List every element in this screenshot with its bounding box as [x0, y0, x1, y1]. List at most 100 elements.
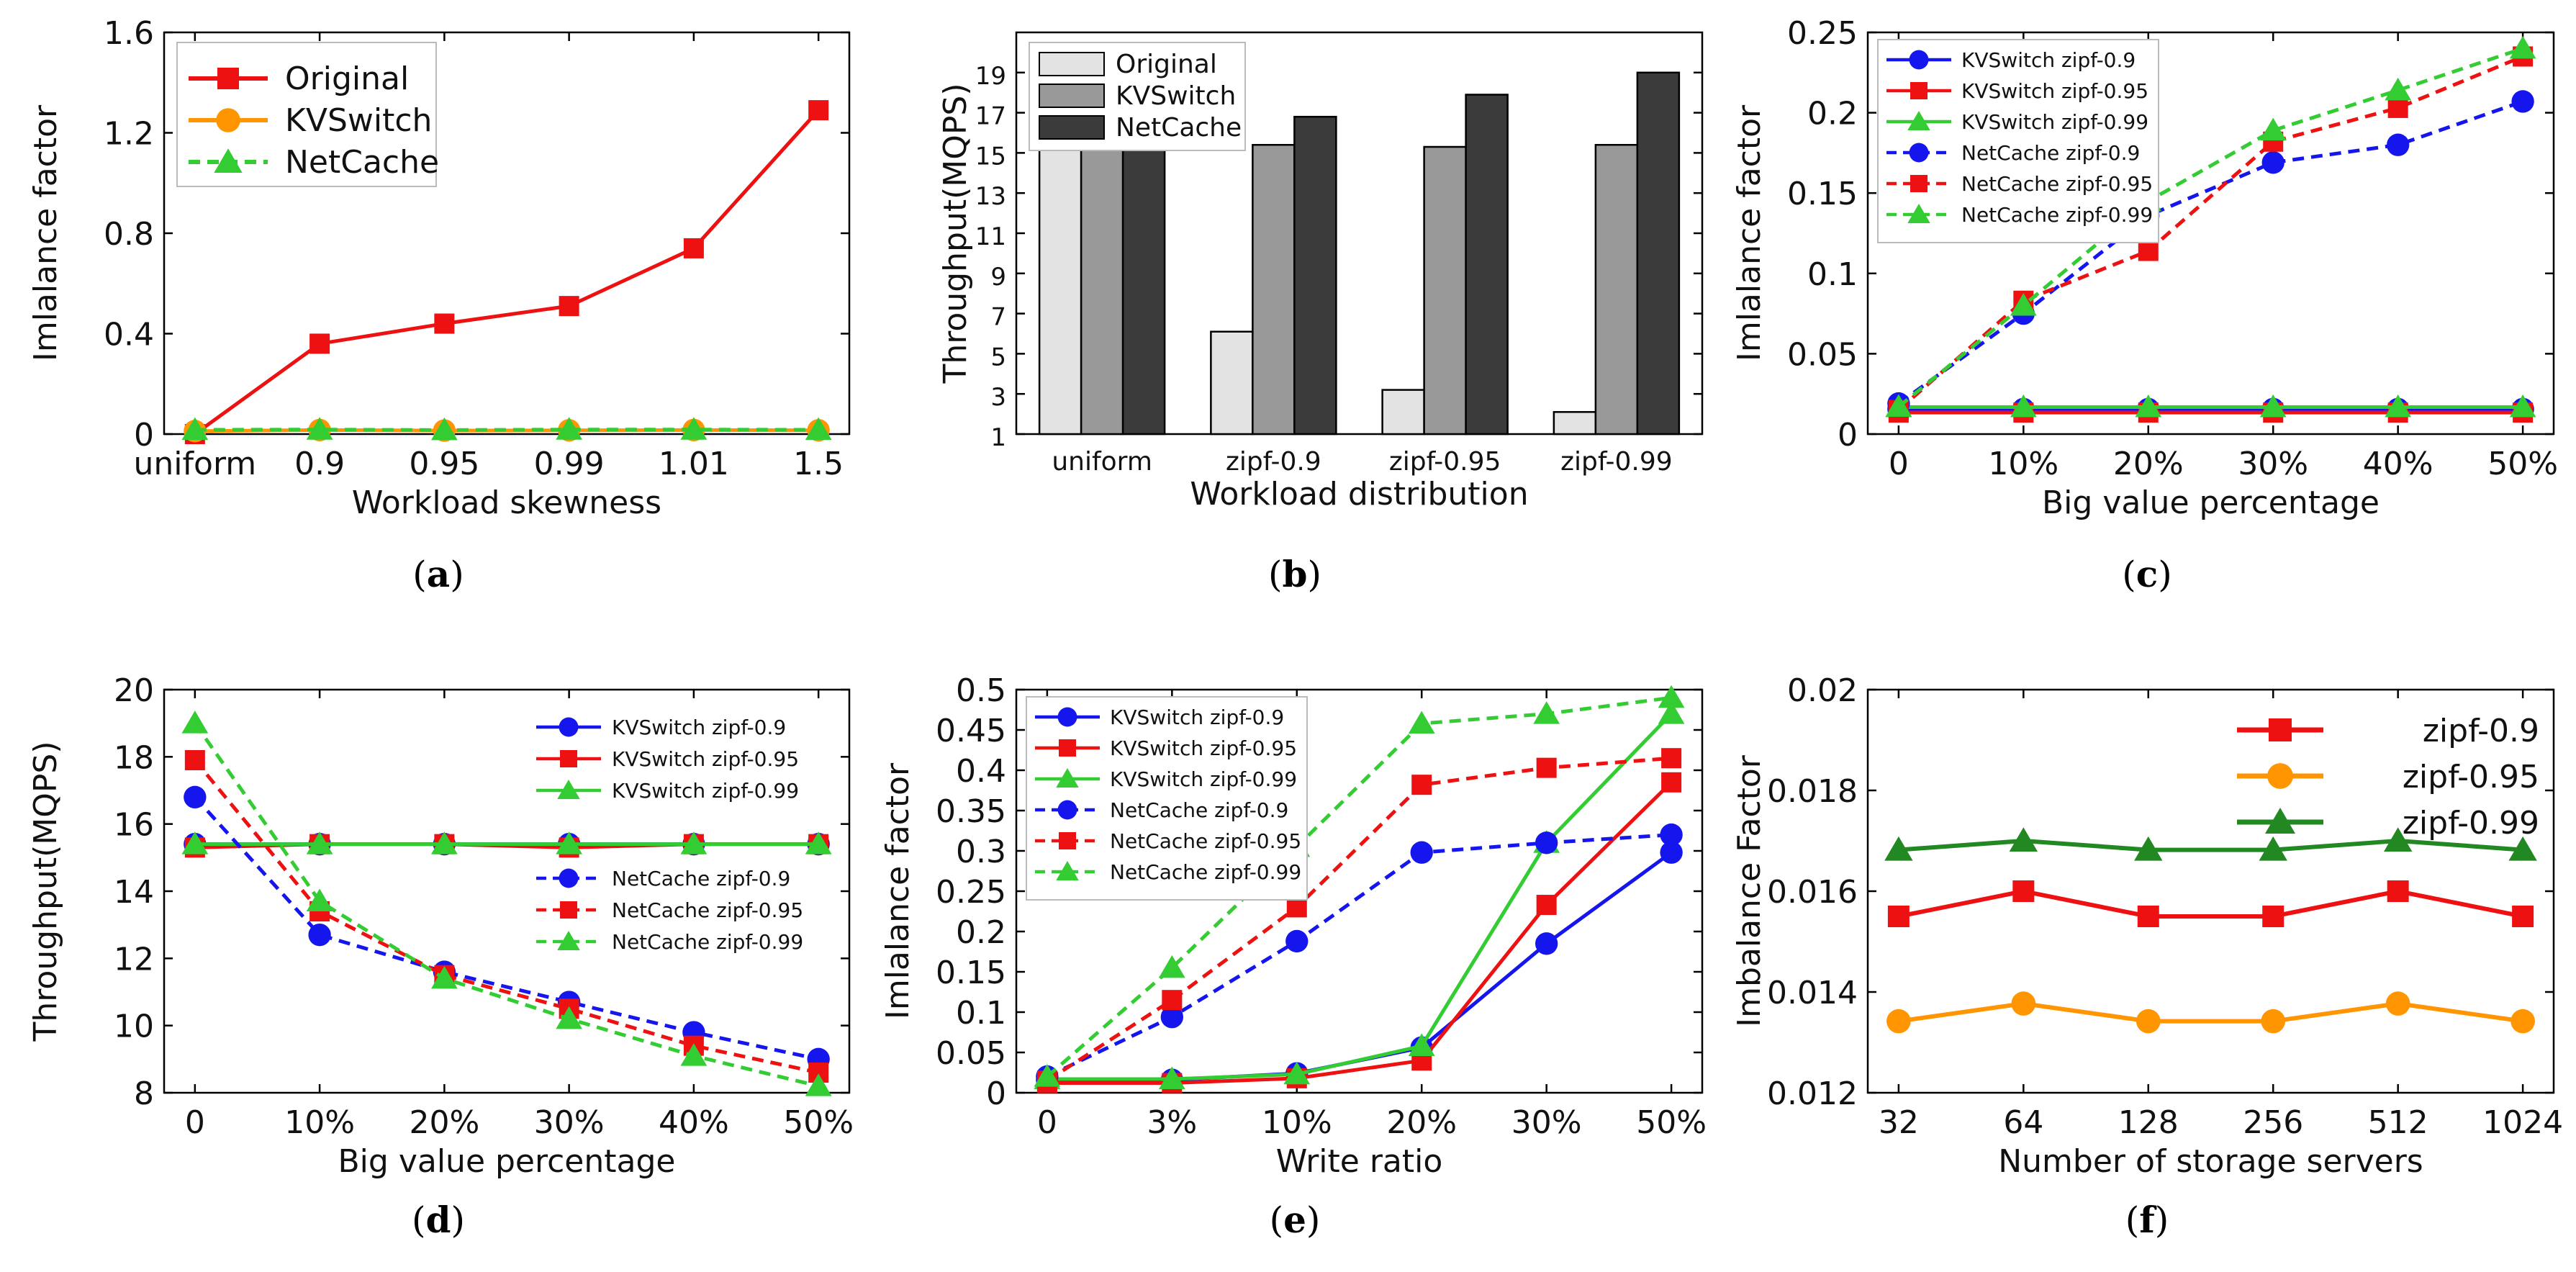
legend-marker	[214, 148, 243, 173]
data-point	[1535, 932, 1558, 955]
legend-label: Original	[1116, 50, 1217, 79]
y-tick-label: 0.15	[1787, 176, 1858, 212]
data-point	[430, 417, 458, 441]
bar-original	[1381, 389, 1425, 436]
legend-label: Original	[285, 60, 409, 97]
series-line	[1046, 833, 1672, 1078]
y-tick-label: 0.2	[956, 914, 1006, 951]
x-tick-label: 20%	[1386, 1104, 1457, 1141]
data-point	[2385, 991, 2410, 1016]
data-point	[2383, 827, 2413, 852]
legend-marker	[560, 750, 577, 767]
data-point	[2012, 880, 2035, 902]
data-point	[1658, 701, 1685, 724]
data-point	[1884, 836, 1913, 861]
y-tick-label: 1	[990, 423, 1006, 452]
data-point	[808, 100, 829, 121]
y-tick-label: 0.45	[936, 713, 1006, 749]
data-point	[430, 965, 458, 989]
data-point	[1536, 757, 1557, 778]
legend-marker	[1056, 768, 1079, 788]
legend-marker	[2265, 808, 2295, 834]
data-point	[683, 238, 704, 258]
data-point	[2261, 1009, 2286, 1034]
data-point	[2385, 77, 2412, 101]
data-point	[2009, 827, 2038, 852]
bar-kvswitch	[1594, 143, 1639, 436]
data-point	[181, 417, 209, 441]
legend-marker	[1059, 832, 1076, 849]
caption-f: (f)	[2125, 1199, 2169, 1241]
y-tick-label: 0.15	[936, 955, 1006, 991]
legend-label: NetCache	[1116, 113, 1242, 143]
bar-kvswitch	[1423, 145, 1467, 436]
y-tick-label: 20	[114, 672, 154, 709]
legend-marker	[559, 868, 579, 888]
y-tick-label: 9	[990, 263, 1006, 292]
legend-label: NetCache zipf-0.95	[1961, 172, 2153, 196]
data-point	[1286, 897, 1307, 918]
chart-e: 00.050.10.150.20.250.30.350.40.450.50 3% 1…	[880, 672, 1707, 1180]
legend-marker	[557, 780, 580, 799]
data-point	[805, 831, 832, 854]
x-tick-label: 0.99	[534, 446, 605, 482]
data-point	[2262, 906, 2284, 927]
y-tick-label: 0	[1838, 417, 1858, 454]
legend-marker	[217, 68, 239, 89]
data-point	[2385, 394, 2412, 418]
legend-label: KVSwitch zipf-0.95	[1961, 79, 2148, 103]
data-point	[559, 296, 579, 317]
x-axis-label: Big value percentage	[2042, 484, 2380, 521]
data-point	[1661, 748, 1682, 769]
x-axis-label: Workload distribution	[1190, 476, 1528, 513]
y-tick-label: 0.8	[104, 216, 154, 253]
legend-marker	[1057, 800, 1077, 820]
legend-marker	[559, 717, 579, 737]
legend: zipf-0.9 zipf-0.95 zipf-0.99	[2237, 713, 2539, 842]
data-point	[556, 417, 583, 440]
chart-d: 8 10 12 14 16 18 20 0 10% 20% 30% 40% 50% Big value p…	[27, 672, 854, 1180]
legend-label: NetCache zipf-0.9	[612, 867, 790, 890]
data-point	[2011, 991, 2036, 1016]
data-point	[1408, 1033, 1435, 1057]
legend-marker	[1909, 50, 1929, 70]
x-tick-label: 50%	[783, 1104, 854, 1141]
y-tick-label: 14	[114, 874, 154, 911]
y-tick-label: 8	[134, 1075, 154, 1112]
data-point	[556, 1006, 583, 1029]
legend-label: KVSwitch zipf-0.9	[1110, 705, 1284, 729]
x-tick-label: 10%	[1262, 1104, 1332, 1141]
y-tick-label: 5	[990, 343, 1006, 371]
legend-marker	[1057, 707, 1077, 727]
y-tick-label: 0.5	[956, 672, 1006, 709]
data-point	[2010, 394, 2037, 418]
data-point	[1885, 394, 1912, 418]
y-tick-label: 0.4	[956, 753, 1006, 790]
data-point	[309, 333, 330, 354]
data-point	[1658, 685, 1685, 708]
x-tick-label: 3%	[1147, 1104, 1197, 1141]
x-axis-label: Write ratio	[1276, 1143, 1443, 1180]
data-point	[1660, 841, 1683, 864]
legend-marker	[1907, 111, 1930, 130]
x-tick-label: 1.01	[659, 446, 729, 482]
legend: Original KVSwitch NetCache	[176, 42, 439, 187]
legend-label: NetCache zipf-0.9	[1110, 798, 1288, 822]
series-line	[1047, 712, 1673, 1081]
bar-netcache	[1121, 143, 1166, 436]
y-axis-label: Imlalance factor	[1731, 104, 1768, 361]
legend-label: NetCache zipf-0.99	[1961, 203, 2153, 227]
legend-marker	[1056, 861, 1079, 880]
legend-box	[533, 862, 839, 963]
y-tick-label: 10	[114, 1009, 154, 1045]
legend-marker	[1059, 739, 1076, 757]
series-line	[193, 759, 819, 1075]
x-tick-label: 20%	[409, 1104, 479, 1141]
y-tick-label: 0.05	[936, 1035, 1006, 1072]
legend-swatch	[1039, 115, 1105, 140]
data-point	[2136, 1009, 2161, 1034]
data-point	[181, 831, 209, 854]
x-tick-label: 10%	[1988, 446, 2058, 482]
y-tick-label: 16	[114, 807, 154, 844]
